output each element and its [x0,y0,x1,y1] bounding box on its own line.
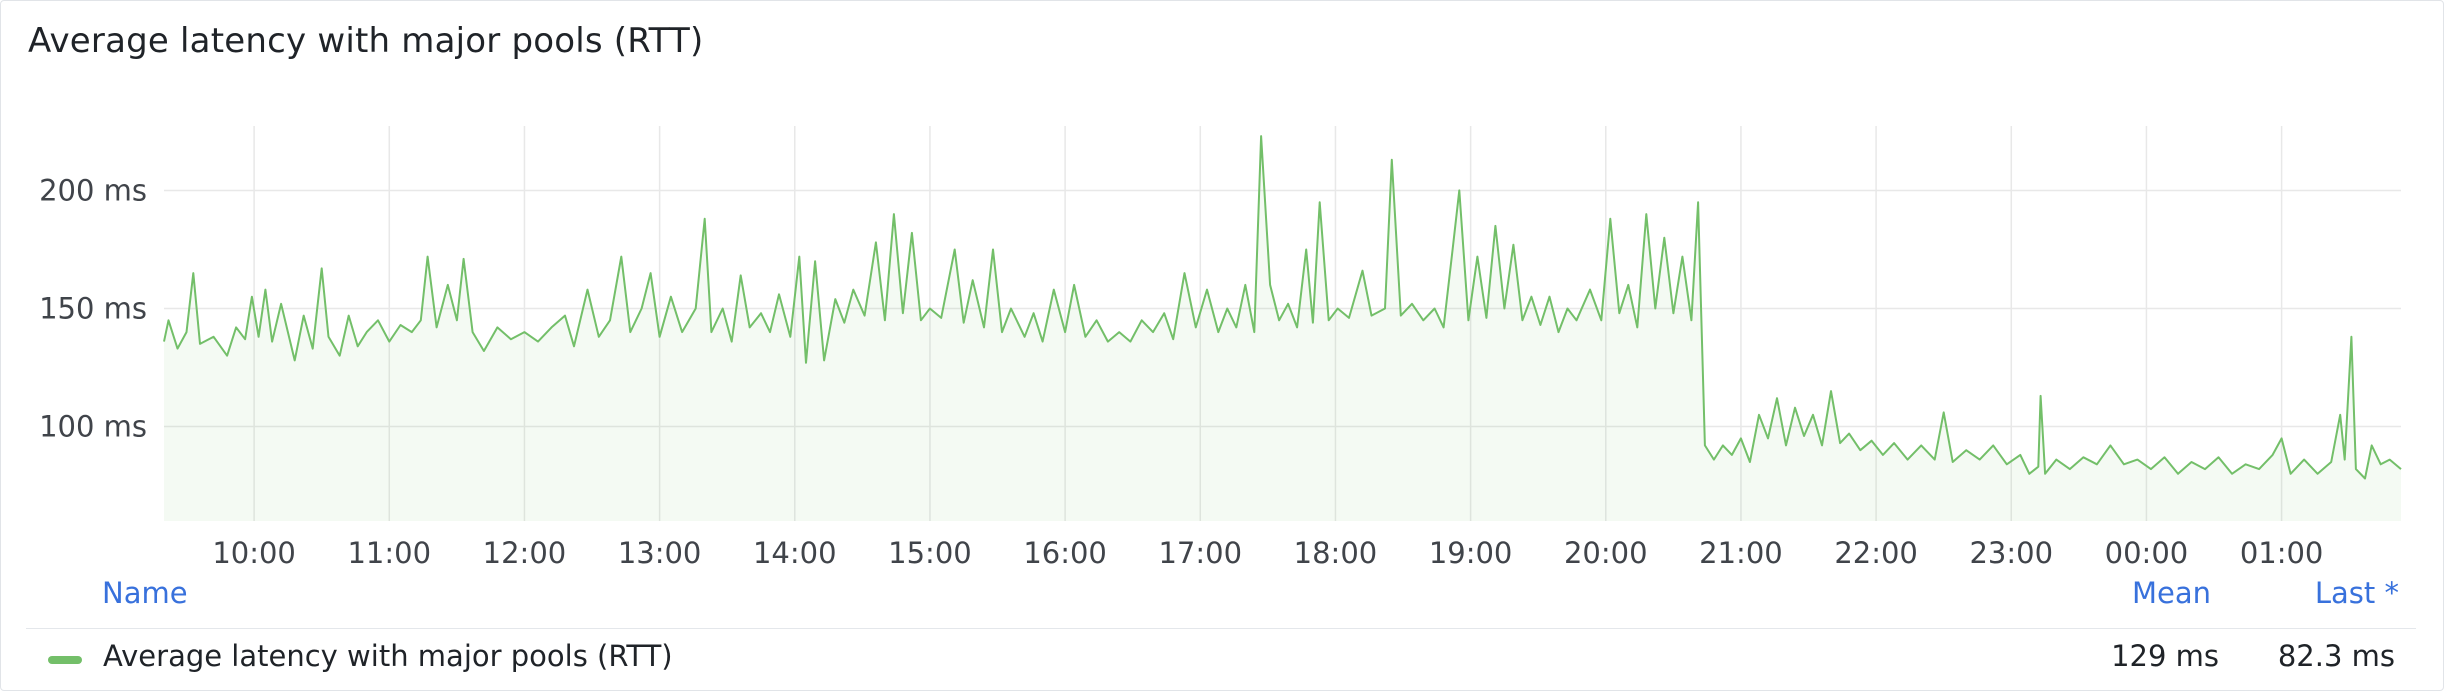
x-tick-label: 01:00 [2240,536,2324,570]
x-tick-label: 20:00 [1564,536,1648,570]
x-tick-label: 15:00 [888,536,972,570]
x-tick-label: 22:00 [1834,536,1918,570]
legend-row[interactable]: Average latency with major pools (RTT) 1… [26,628,2416,687]
x-tick-label: 14:00 [753,536,837,570]
x-tick-label: 23:00 [1969,536,2053,570]
legend-header-mean[interactable]: Mean [2131,576,2211,610]
x-tick-label: 17:00 [1158,536,1242,570]
legend-header-last[interactable]: Last * [2314,576,2399,610]
y-tick-label: 200 ms [39,173,147,207]
x-tick-label: 11:00 [347,536,431,570]
x-tick-label: 21:00 [1699,536,1783,570]
series-area [164,136,2401,521]
x-tick-label: 10:00 [212,536,296,570]
legend-series-name[interactable]: Average latency with major pools (RTT) [103,639,673,673]
x-tick-label: 12:00 [483,536,567,570]
legend-series-swatch [48,656,82,664]
series-line [163,135,2402,480]
legend-header: Name Mean Last * [1,576,2445,616]
panel-title: Average latency with major pools (RTT) [28,21,704,61]
y-tick-label: 150 ms [39,292,147,326]
x-tick-label: 18:00 [1294,536,1378,570]
y-tick-label: 100 ms [39,410,147,444]
x-tick-label: 19:00 [1429,536,1513,570]
x-axis: 10:00 11:00 12:00 13:00 14:00 15:00 16:00 17:00… [212,536,2323,570]
y-axis: 100 ms 150 ms 200 ms [39,173,147,443]
legend-header-name[interactable]: Name [102,576,188,610]
series-line-path[interactable] [163,135,2402,480]
x-tick-label: 00:00 [2105,536,2189,570]
x-tick-label: 13:00 [618,536,702,570]
grid [164,126,2401,521]
legend-series-mean: 129 ms [2111,639,2219,673]
legend-series-last: 82.3 ms [2277,639,2395,673]
x-tick-label: 16:00 [1023,536,1107,570]
series-area-fill [164,136,2401,521]
